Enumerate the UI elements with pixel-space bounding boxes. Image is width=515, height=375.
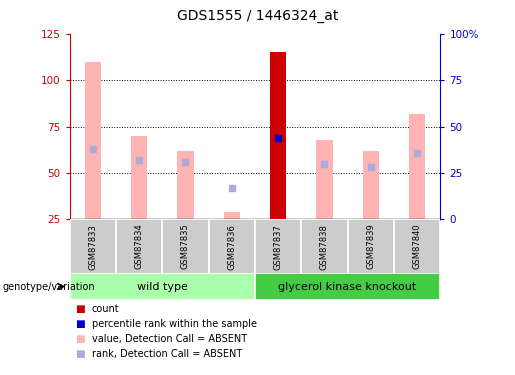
Text: wild type: wild type (137, 282, 187, 291)
Bar (316, 140, 333, 219)
Text: GSM87834: GSM87834 (134, 224, 144, 269)
Bar (84, 62, 101, 219)
Bar (394, 219, 440, 274)
Bar (224, 212, 240, 219)
Text: genotype/variation: genotype/variation (3, 282, 95, 291)
Text: GSM87837: GSM87837 (273, 224, 283, 270)
Bar (255, 273, 440, 300)
Bar (255, 219, 301, 274)
Text: GSM87838: GSM87838 (320, 224, 329, 270)
Text: ■: ■ (75, 320, 84, 329)
Text: ■: ■ (75, 304, 84, 314)
Text: GSM87839: GSM87839 (366, 224, 375, 269)
Text: GSM87840: GSM87840 (413, 224, 422, 269)
Bar (162, 219, 209, 274)
Bar (409, 114, 425, 219)
Bar (177, 151, 194, 219)
Text: GDS1555 / 1446324_at: GDS1555 / 1446324_at (177, 9, 338, 23)
Bar (70, 219, 116, 274)
Bar (301, 219, 348, 274)
Text: ■: ■ (75, 334, 84, 344)
Text: rank, Detection Call = ABSENT: rank, Detection Call = ABSENT (92, 350, 242, 359)
Text: GSM87836: GSM87836 (227, 224, 236, 270)
Bar (209, 219, 255, 274)
Bar (363, 151, 379, 219)
Text: count: count (92, 304, 119, 314)
Bar (348, 219, 394, 274)
Text: GSM87835: GSM87835 (181, 224, 190, 269)
Bar (270, 53, 286, 219)
Text: GSM87833: GSM87833 (88, 224, 97, 270)
Bar (70, 273, 255, 300)
Text: value, Detection Call = ABSENT: value, Detection Call = ABSENT (92, 334, 247, 344)
Text: ■: ■ (75, 350, 84, 359)
Text: percentile rank within the sample: percentile rank within the sample (92, 320, 256, 329)
Bar (131, 136, 147, 219)
Text: glycerol kinase knockout: glycerol kinase knockout (279, 282, 417, 291)
Bar (116, 219, 162, 274)
